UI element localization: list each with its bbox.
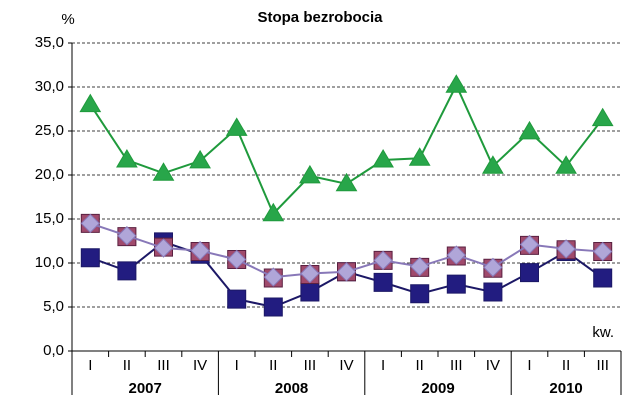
marker bbox=[482, 155, 504, 174]
marker bbox=[263, 297, 283, 317]
x-tick-label: III bbox=[596, 357, 609, 374]
x-tick-label: II bbox=[269, 357, 277, 374]
marker bbox=[483, 257, 503, 278]
marker bbox=[483, 282, 503, 302]
x-tick-label: IV bbox=[486, 357, 500, 374]
marker bbox=[446, 245, 467, 265]
x-tick-label: I bbox=[88, 357, 92, 374]
marker bbox=[336, 262, 357, 282]
x-tick-label: I bbox=[235, 357, 239, 374]
marker bbox=[520, 263, 539, 283]
marker bbox=[518, 120, 541, 140]
marker bbox=[373, 250, 393, 271]
marker bbox=[117, 226, 137, 246]
x-tick-label: II bbox=[123, 357, 131, 374]
chart-title: Stopa bezrobocia bbox=[257, 9, 383, 26]
marker bbox=[300, 263, 320, 284]
marker bbox=[117, 261, 137, 281]
y-tick-label: 25,0 bbox=[35, 122, 64, 139]
marker bbox=[446, 274, 466, 294]
marker bbox=[592, 241, 613, 262]
y-tick-label: 0,0 bbox=[43, 342, 64, 359]
y-tick-label: 5,0 bbox=[43, 298, 64, 315]
marker bbox=[263, 267, 284, 287]
x-group-label: 2008 bbox=[275, 380, 308, 397]
x-tick-label: I bbox=[527, 357, 531, 374]
x-axis-label: kw. bbox=[592, 324, 614, 341]
marker bbox=[227, 289, 247, 309]
x-tick-label: III bbox=[157, 357, 170, 374]
marker bbox=[445, 74, 468, 93]
y-tick-label: 30,0 bbox=[35, 78, 64, 95]
marker bbox=[299, 164, 321, 184]
y-tick-label: 20,0 bbox=[35, 166, 64, 183]
y-tick-label: 10,0 bbox=[35, 254, 64, 271]
marker bbox=[80, 213, 101, 234]
marker bbox=[300, 282, 320, 302]
x-group-label: 2009 bbox=[421, 380, 454, 397]
marker bbox=[262, 202, 285, 222]
marker bbox=[409, 256, 430, 277]
series-line bbox=[89, 82, 604, 216]
marker bbox=[79, 93, 102, 113]
marker bbox=[190, 240, 210, 261]
x-group-label: 2010 bbox=[549, 380, 582, 397]
marker bbox=[556, 239, 576, 259]
y-tick-label: 15,0 bbox=[35, 210, 64, 227]
marker bbox=[555, 155, 577, 174]
marker bbox=[335, 172, 358, 192]
x-tick-label: II bbox=[416, 357, 424, 374]
marker bbox=[519, 234, 540, 255]
y-axis-label: % bbox=[61, 11, 74, 28]
x-tick-label: II bbox=[562, 357, 570, 374]
marker bbox=[225, 117, 248, 136]
marker bbox=[80, 248, 100, 268]
marker bbox=[408, 147, 431, 166]
marker bbox=[410, 284, 430, 304]
marker bbox=[189, 149, 211, 169]
marker bbox=[116, 149, 138, 168]
marker bbox=[373, 272, 393, 292]
x-tick-label: I bbox=[381, 357, 385, 374]
marker bbox=[372, 149, 394, 168]
x-tick-label: III bbox=[304, 357, 317, 374]
x-tick-label: III bbox=[450, 357, 463, 374]
marker bbox=[593, 268, 613, 288]
x-tick-label: IV bbox=[339, 357, 353, 374]
y-tick-label: 35,0 bbox=[35, 34, 64, 51]
marker bbox=[226, 249, 247, 270]
x-group-label: 2007 bbox=[129, 380, 162, 397]
marker bbox=[591, 107, 614, 127]
marker bbox=[153, 238, 174, 258]
x-tick-label: IV bbox=[193, 357, 207, 374]
marker bbox=[152, 162, 175, 181]
